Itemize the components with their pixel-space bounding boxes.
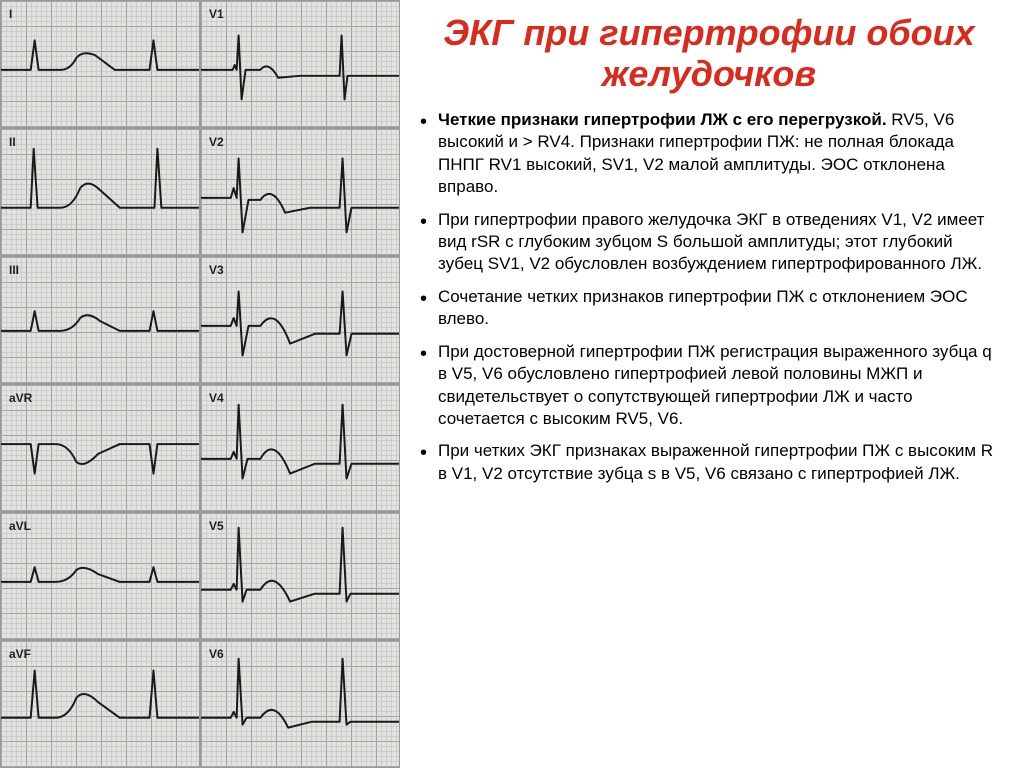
ecg-lead-label: V6 [209, 647, 224, 661]
slide-title: ЭКГ при гипертрофии обоих желудочков [418, 12, 1000, 95]
ecg-lead-i: I [0, 0, 200, 128]
ecg-lead-v2: V2 [200, 128, 400, 256]
ecg-lead-v5: V5 [200, 512, 400, 640]
ecg-lead-avf: aVF [0, 640, 200, 768]
ecg-lead-avl: aVL [0, 512, 200, 640]
ecg-lead-label: I [9, 7, 12, 21]
ecg-grid: I V1 II V2 III V3 aVR V4 aVL V5 aVF V6 [0, 0, 400, 768]
ecg-lead-iii: III [0, 256, 200, 384]
ecg-lead-label: II [9, 135, 16, 149]
bullet-item: При гипертрофии правого желудочка ЭКГ в … [438, 209, 1000, 276]
ecg-lead-label: V2 [209, 135, 224, 149]
ecg-lead-label: V5 [209, 519, 224, 533]
bullet-item: Четкие признаки гипертрофии ЛЖ с его пер… [438, 109, 1000, 199]
ecg-lead-label: aVL [9, 519, 31, 533]
bullet-text: При четких ЭКГ признаках выраженной гипе… [438, 441, 993, 482]
ecg-lead-v1: V1 [200, 0, 400, 128]
bullet-bold-run: Четкие признаки гипертрофии ЛЖ с его пер… [438, 110, 891, 129]
ecg-lead-v3: V3 [200, 256, 400, 384]
ecg-lead-label: III [9, 263, 19, 277]
ecg-lead-label: V3 [209, 263, 224, 277]
ecg-lead-avr: aVR [0, 384, 200, 512]
ecg-lead-v6: V6 [200, 640, 400, 768]
ecg-lead-ii: II [0, 128, 200, 256]
bullet-item: При достоверной гипертрофии ПЖ регистрац… [438, 341, 1000, 431]
bullet-item: При четких ЭКГ признаках выраженной гипе… [438, 440, 1000, 485]
ecg-lead-label: V1 [209, 7, 224, 21]
ecg-lead-label: V4 [209, 391, 224, 405]
ecg-lead-v4: V4 [200, 384, 400, 512]
ecg-lead-label: aVF [9, 647, 31, 661]
bullet-item: Сочетание четких признаков гипертрофии П… [438, 286, 1000, 331]
bullet-list: Четкие признаки гипертрофии ЛЖ с его пер… [418, 109, 1000, 486]
content-column: ЭКГ при гипертрофии обоих желудочков Чет… [400, 0, 1024, 768]
bullet-text: При гипертрофии правого желудочка ЭКГ в … [438, 210, 984, 274]
bullet-text: При достоверной гипертрофии ПЖ регистрац… [438, 342, 992, 428]
bullet-text: Сочетание четких признаков гипертрофии П… [438, 287, 968, 328]
ecg-lead-label: aVR [9, 391, 32, 405]
